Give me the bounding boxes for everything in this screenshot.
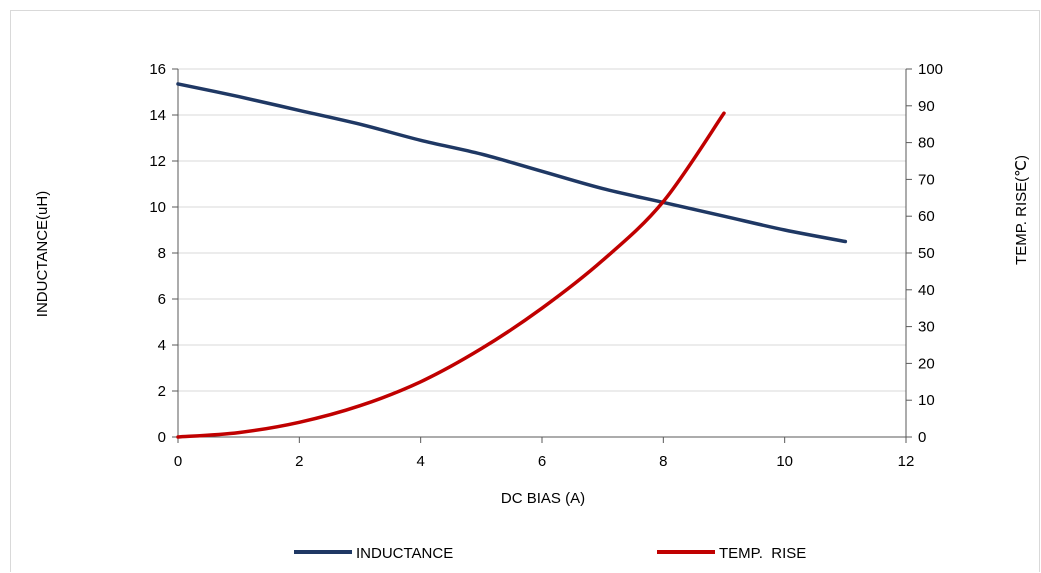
- x-tick-label: 12: [898, 453, 915, 470]
- grid-lines: [178, 68, 906, 392]
- y2-tick-label: 30: [918, 319, 935, 336]
- y2-tick-label: 40: [918, 282, 935, 299]
- series-line-inductance: [176, 82, 848, 244]
- y2-axis-title: TEMP. RISE(℃): [1013, 155, 1030, 265]
- y-tick-label: 16: [149, 61, 166, 78]
- x-axis-title: DC BIAS (A): [501, 490, 585, 507]
- y-tick-label: 14: [149, 107, 166, 124]
- y-tick-label: 8: [158, 245, 166, 262]
- y2-tick-label: 10: [918, 392, 935, 409]
- y2-tick-label: 60: [918, 208, 935, 225]
- y-tick-label: 0: [158, 429, 166, 446]
- y-tick-label: 6: [158, 291, 166, 308]
- y2-tick-label: 50: [918, 245, 935, 262]
- tick-labels: 0 2 4 6 8 10 12 14 16 0 10 20 30 40 50 60 70 80 90 100 0 2 4 6 8…: [149, 61, 943, 470]
- y-tick-label: 4: [158, 337, 166, 354]
- y-tick-label: 10: [149, 199, 166, 216]
- x-tick-label: 6: [538, 453, 546, 470]
- y-tick-label: 2: [158, 383, 166, 400]
- legend-label-temp-rise: TEMP. RISE: [719, 545, 806, 562]
- axes: [172, 68, 912, 443]
- x-tick-label: 2: [295, 453, 303, 470]
- series-line-temp-rise: [176, 111, 726, 439]
- chart-frame: [10, 10, 1040, 572]
- x-tick-label: 8: [659, 453, 667, 470]
- y2-tick-label: 80: [918, 135, 935, 152]
- legend-label-inductance: INDUCTANCE: [356, 545, 453, 562]
- y-tick-label: 12: [149, 153, 166, 170]
- y-axis-title: INDUCTANCE(uH): [34, 191, 51, 317]
- y2-tick-label: 90: [918, 98, 935, 115]
- y2-tick-label: 20: [918, 355, 935, 372]
- series-lines: [176, 82, 848, 439]
- y2-tick-label: 0: [918, 429, 926, 446]
- y2-tick-label: 100: [918, 61, 943, 78]
- y2-tick-label: 70: [918, 171, 935, 188]
- x-tick-label: 0: [174, 453, 182, 470]
- x-tick-label: 10: [776, 453, 793, 470]
- x-tick-label: 4: [416, 453, 424, 470]
- legend: INDUCTANCE TEMP. RISE: [294, 545, 806, 562]
